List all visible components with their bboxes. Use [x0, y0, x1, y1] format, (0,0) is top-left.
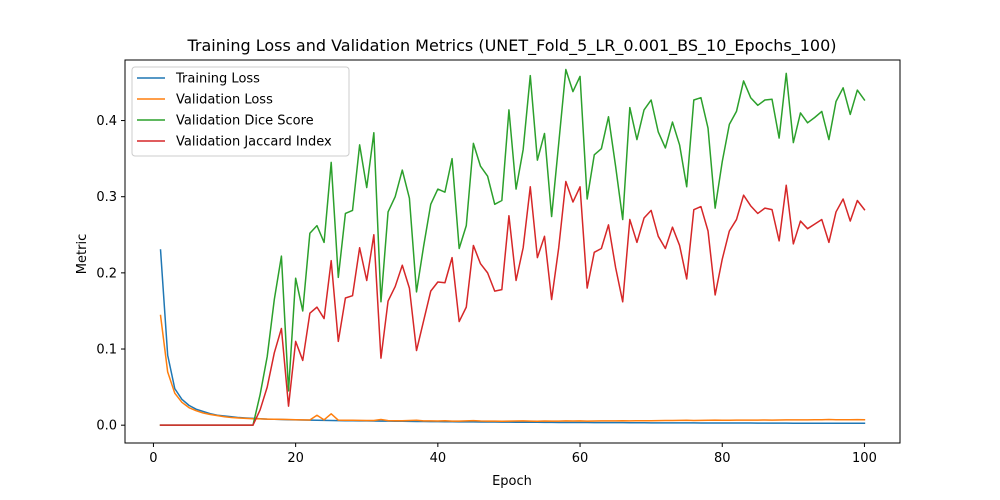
y-axis: 0.0 0.1 0.2 0.3 0.4: [96, 114, 125, 434]
y-tick-label: 0.3: [96, 190, 117, 205]
x-tick-label: 100: [852, 451, 877, 466]
chart-title: Training Loss and Validation Metrics (UN…: [186, 36, 836, 56]
x-tick-label: 60: [572, 451, 589, 466]
x-tick-label: 0: [149, 451, 157, 466]
series-line-validation-loss: [159, 314, 866, 422]
legend-label-training-loss: Training Loss: [175, 72, 260, 87]
x-tick-label: 40: [430, 451, 447, 466]
series-layer: [159, 68, 866, 426]
y-tick-label: 0.1: [96, 343, 117, 358]
legend-box: [131, 66, 350, 157]
x-axis: 0 20 40 60 80 100: [149, 443, 877, 466]
y-axis-label: Metric: [75, 234, 90, 274]
series-line-validation-jaccard-index: [159, 180, 866, 426]
legend-label-validation-loss: Validation Loss: [176, 93, 273, 108]
y-tick-label: 0.4: [96, 114, 117, 129]
y-tick-label: 0.0: [96, 419, 117, 434]
x-tick-label: 20: [287, 451, 304, 466]
legend-label-validation-dice-score: Validation Dice Score: [176, 114, 314, 129]
series-line-validation-dice-score: [159, 68, 866, 426]
x-tick-label: 80: [714, 451, 731, 466]
legend-label-validation-jaccard-index: Validation Jaccard Index: [176, 135, 332, 150]
y-tick-label: 0.2: [96, 266, 117, 281]
x-axis-label: Epoch: [492, 474, 532, 489]
legend: Training Loss Validation Loss Validation D…: [131, 66, 350, 157]
